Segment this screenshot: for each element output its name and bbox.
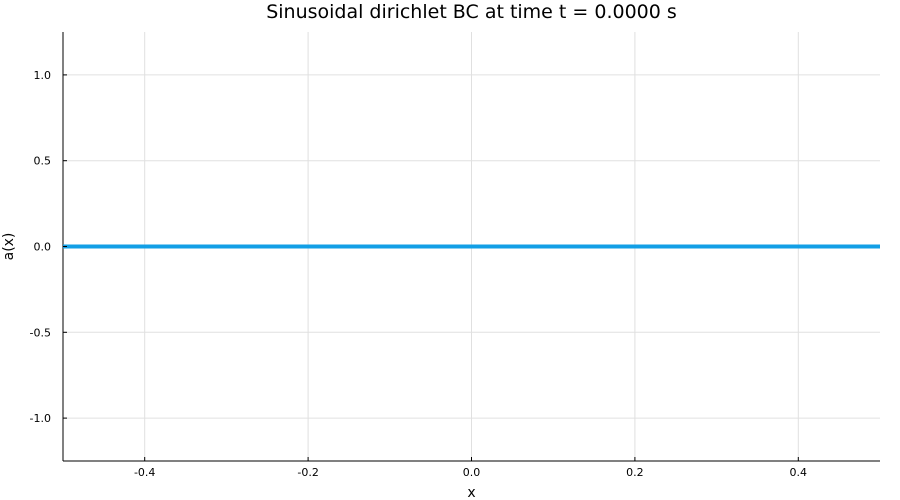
x-tick-label: 0.4 [790, 466, 808, 479]
y-tick-label: 0.5 [34, 155, 52, 168]
y-tick-label: 0.0 [34, 241, 52, 254]
y-tick-label: -0.5 [30, 326, 51, 339]
x-tick-label: -0.2 [297, 466, 318, 479]
y-tick-label: 1.0 [34, 69, 52, 82]
x-tick-label: 0.0 [463, 466, 481, 479]
chart-title: Sinusoidal dirichlet BC at time t = 0.00… [266, 1, 677, 23]
tick-layer: -0.4 -0.2 0.0 0.2 0.4 -1.0 -0.5 0.0 0.5 1.0 [30, 69, 808, 479]
x-tick-label: -0.4 [134, 466, 155, 479]
x-axis-label: x [467, 485, 475, 500]
y-tick-label: -1.0 [30, 412, 51, 425]
x-tick-label: 0.2 [626, 466, 644, 479]
y-axis-label: a(x) [1, 233, 17, 261]
